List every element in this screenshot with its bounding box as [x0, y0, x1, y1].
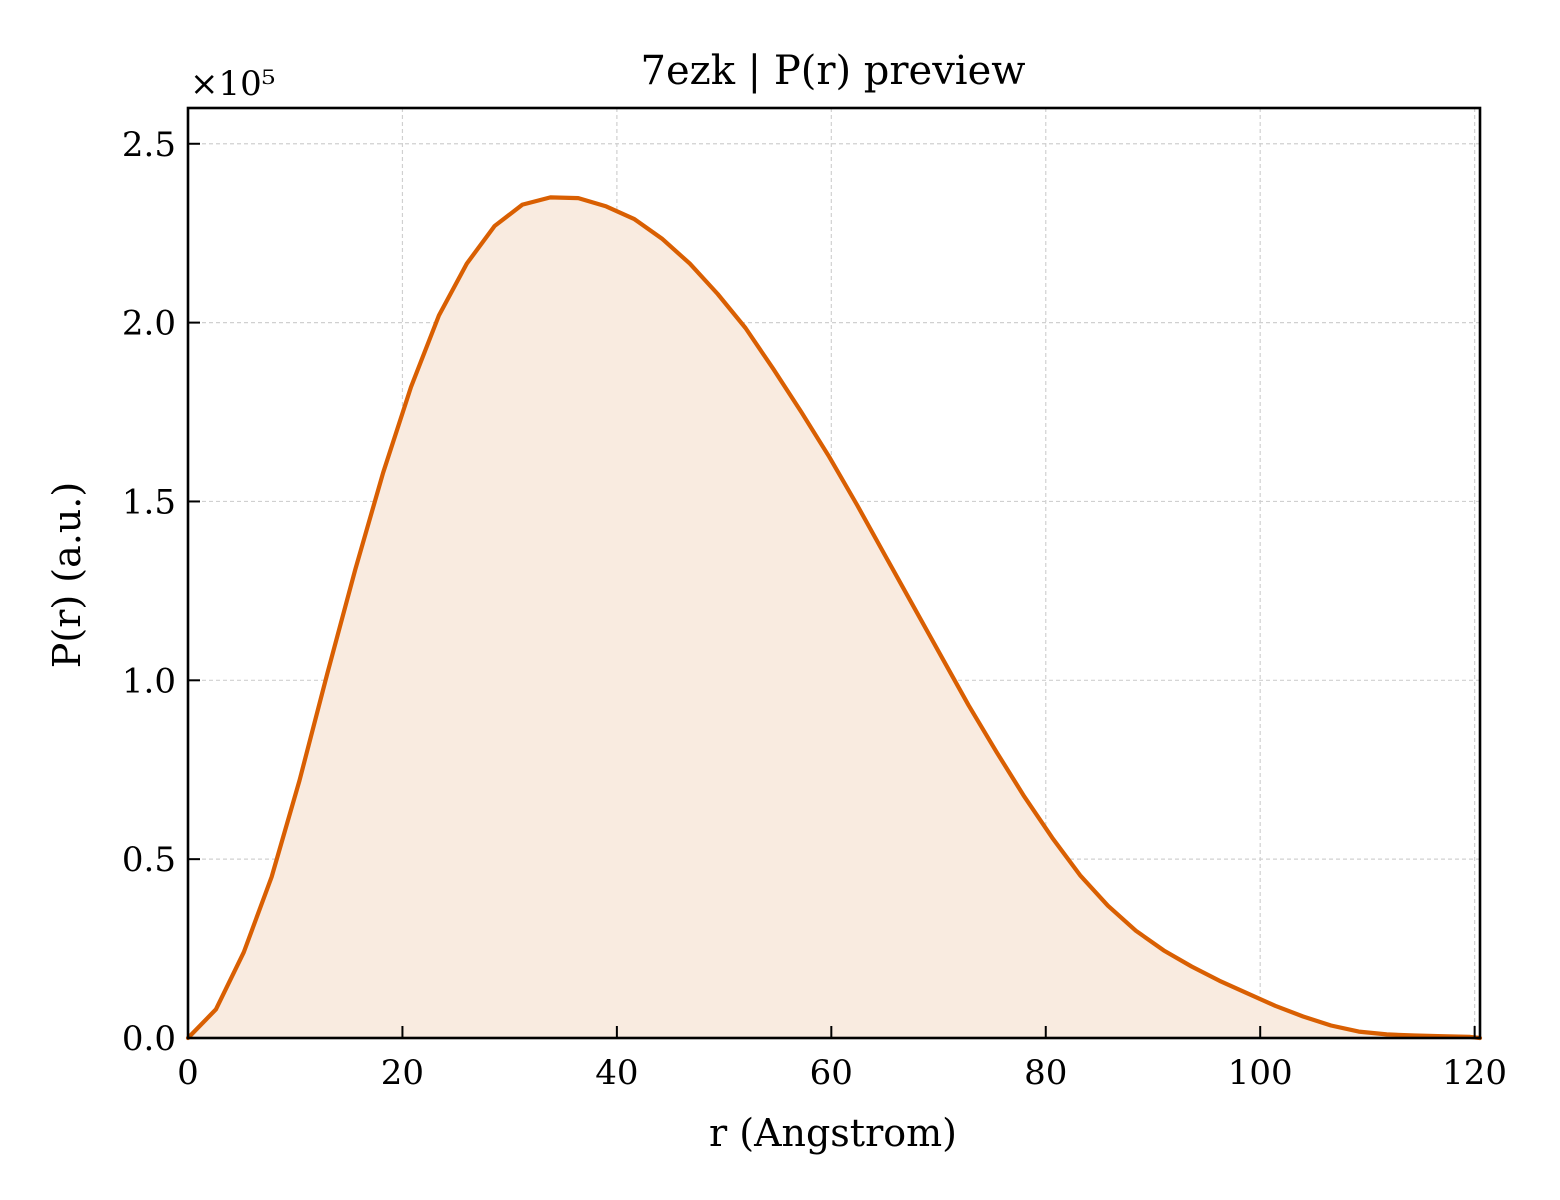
y-tick-label: 0.0 [122, 1019, 176, 1059]
y-tick-label: 2.0 [122, 304, 176, 344]
plot-frame [186, 106, 1482, 1040]
x-axis: 0 20 40 60 80 100 120 [177, 1026, 1507, 1093]
series-line [185, 195, 1483, 1041]
y-axis: 0.0 0.5 1.0 1.5 2.0 2.5 [122, 125, 200, 1059]
x-tick-label: 0 [177, 1053, 199, 1093]
area-fill [188, 197, 1480, 1038]
x-tick-label: 100 [1228, 1053, 1293, 1093]
chart-title: 7ezk | P(r) preview [641, 48, 1026, 94]
y-tick-label: 2.5 [122, 125, 176, 165]
x-tick-label: 120 [1442, 1053, 1507, 1093]
x-axis-label: r (Angstrom) [709, 1111, 957, 1155]
x-tick-label: 80 [1024, 1053, 1067, 1093]
x-tick-label: 20 [381, 1053, 424, 1093]
y-axis-label: P(r) (a.u.) [45, 482, 89, 668]
y-tick-label: 1.0 [122, 661, 176, 701]
y-tick-label: 1.5 [122, 482, 176, 522]
y-tick-label: 0.5 [122, 840, 176, 880]
y-multiplier-label: ×10⁵ [190, 64, 275, 104]
x-tick-label: 40 [595, 1053, 638, 1093]
x-tick-label: 60 [810, 1053, 853, 1093]
